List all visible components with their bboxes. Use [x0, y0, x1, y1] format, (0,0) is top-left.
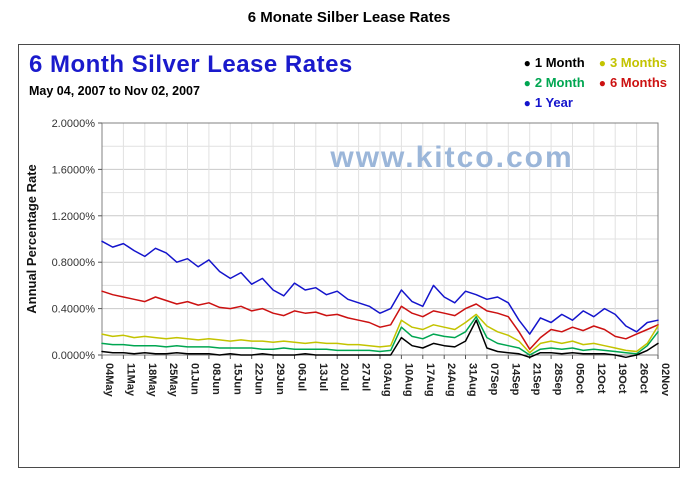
x-tick-label: 15Jun [231, 363, 243, 395]
chart-header-left: 6 Month Silver Lease Rates May 04, 2007 … [29, 51, 353, 98]
x-tick-label: 02Nov [659, 363, 671, 397]
legend-dot-2-month: ● [523, 76, 531, 90]
legend-item-2-month: ● 2 Month [524, 73, 585, 93]
page-title: 6 Monate Silber Lease Rates [247, 9, 451, 26]
x-tick-label: 24Aug [445, 363, 457, 397]
x-tick-label: 29Jun [274, 363, 286, 395]
y-tick-label: 0.8000% [52, 257, 96, 269]
legend-item-6-months: ● 6 Months [599, 73, 667, 93]
x-tick-label: 06Jul [296, 363, 308, 391]
x-tick-label: 13Jul [317, 363, 329, 391]
legend-item-1-year: ● 1 Year [524, 93, 585, 113]
x-tick-label: 12Oct [595, 363, 607, 394]
legend-dot-1-month: ● [523, 56, 531, 70]
x-tick-label: 22Jun [253, 363, 265, 395]
x-tick-label: 25May [167, 363, 179, 398]
x-tick-label: 18May [146, 363, 158, 398]
legend-label-6-months: 6 Months [609, 75, 667, 90]
x-tick-label: 17Aug [424, 363, 436, 397]
x-tick-label: 05Oct [574, 363, 586, 394]
y-tick-label: 2.0000% [52, 118, 96, 130]
x-tick-label: 28Sep [552, 363, 564, 396]
x-tick-label: 27Jul [360, 363, 372, 391]
series-line-6-months [101, 290, 659, 350]
chart-title: 6 Month Silver Lease Rates [29, 51, 353, 78]
plot-area-wrap: www.kitco.com 0.0000% 0.4000% 0.8000% 1.2000… [19, 113, 679, 451]
x-tick-label: 21Sep [531, 363, 543, 396]
x-tick-label: 08Jun [210, 363, 222, 395]
x-tick-label: 11May [124, 363, 136, 397]
x-tick-label: 19Oct [616, 363, 628, 394]
series-line-1-month [101, 319, 659, 359]
y-tick-label: 0.0000% [52, 350, 96, 362]
y-axis-label: Annual Percentage Rate [24, 164, 39, 314]
kitco-watermark: www.kitco.com [329, 141, 573, 174]
y-tick-label: 1.2000% [52, 211, 96, 223]
chart-header: 6 Month Silver Lease Rates May 04, 2007 … [19, 45, 679, 113]
x-tick-label: 31Aug [467, 363, 479, 397]
x-tick-label: 07Sep [488, 363, 500, 396]
legend: ● 1 Month ● 3 Months ● 2 Month ● 6 Months ● 1 Yea… [524, 53, 667, 113]
y-tick-label: 0.4000% [52, 304, 96, 316]
legend-label-1-month: 1 Month [534, 55, 585, 70]
x-tick-label: 14Sep [509, 363, 521, 396]
x-tick-label: 04May [103, 363, 115, 398]
x-tick-label: 01Jun [189, 363, 201, 395]
legend-label-3-months: 3 Months [609, 55, 667, 70]
legend-label-1-year: 1 Year [534, 95, 573, 110]
legend-label-2-month: 2 Month [534, 75, 585, 90]
legend-dot-1-year: ● [523, 96, 531, 110]
legend-item-1-month: ● 1 Month [524, 53, 585, 73]
chart-subtitle: May 04, 2007 to Nov 02, 2007 [29, 84, 200, 98]
chart-frame: 6 Month Silver Lease Rates May 04, 2007 … [18, 44, 680, 468]
legend-dot-6-months: ● [598, 76, 606, 90]
x-tick-label: 03Aug [381, 363, 393, 397]
x-tick-label: 26Oct [638, 363, 650, 394]
y-tick-label: 1.6000% [52, 164, 96, 176]
series-line-3-months [101, 313, 659, 354]
x-tick-label: 10Aug [402, 363, 414, 397]
series-line-1-year [101, 240, 659, 335]
legend-item-3-months: ● 3 Months [599, 53, 667, 73]
series-line-2-month [101, 315, 659, 356]
x-tick-label: 20Jul [338, 363, 350, 391]
lease-rates-chart: www.kitco.com 0.0000% 0.4000% 0.8000% 1.2000… [24, 118, 671, 398]
legend-dot-3-months: ● [598, 56, 606, 70]
